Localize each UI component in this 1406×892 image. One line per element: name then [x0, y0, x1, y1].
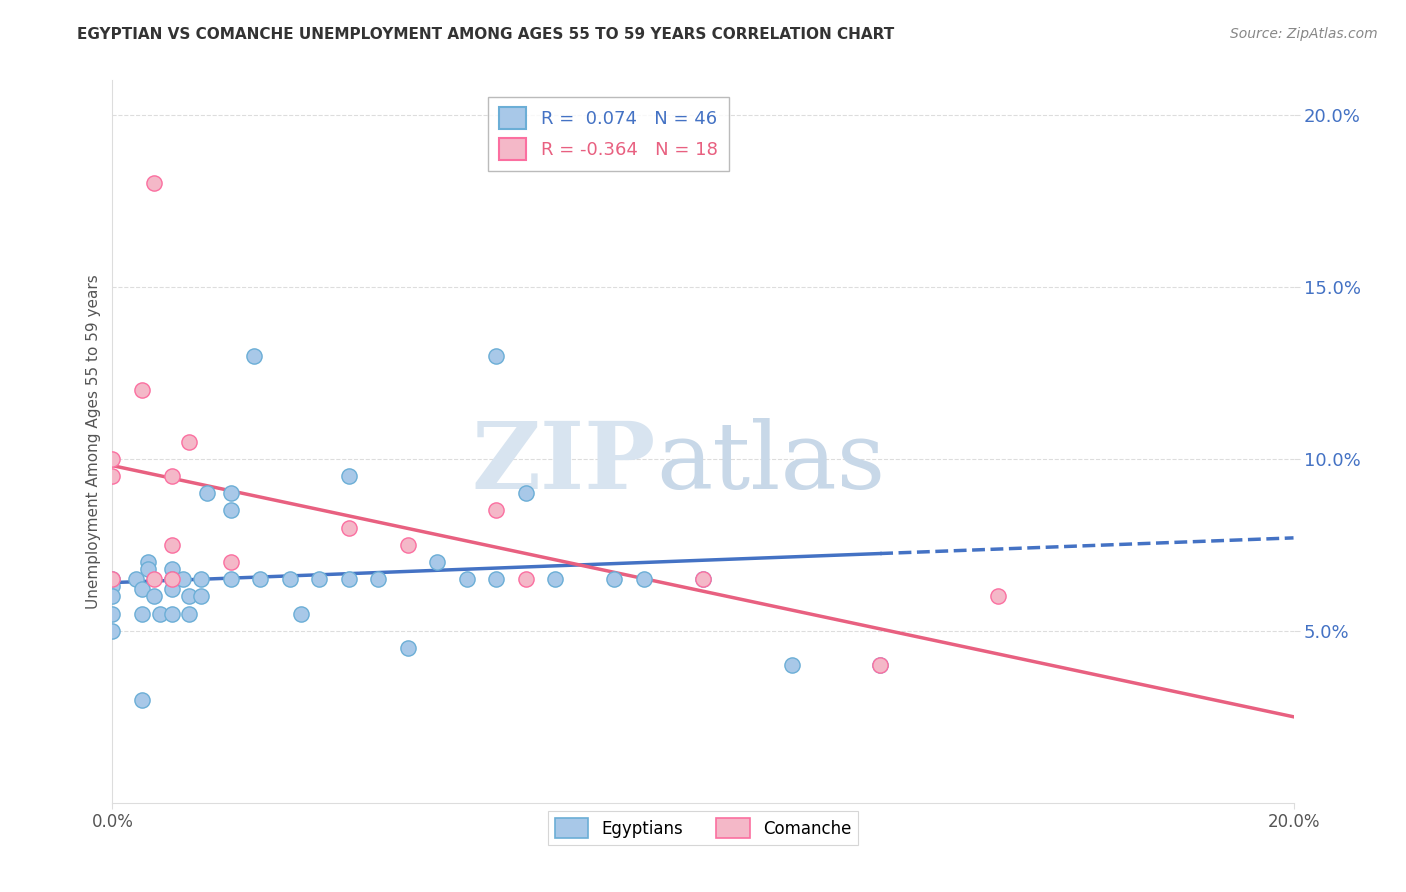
Point	[337, 469, 360, 483]
Point	[172, 572, 194, 586]
Point	[367, 572, 389, 586]
Point	[142, 572, 165, 586]
Point	[396, 640, 419, 655]
Point	[337, 520, 360, 534]
Point	[160, 538, 183, 552]
Point	[142, 177, 165, 191]
Point	[179, 590, 201, 604]
Point	[219, 503, 242, 517]
Point	[396, 538, 419, 552]
Point	[131, 607, 153, 621]
Point	[195, 486, 218, 500]
Point	[131, 582, 153, 597]
Text: EGYPTIAN VS COMANCHE UNEMPLOYMENT AMONG AGES 55 TO 59 YEARS CORRELATION CHART: EGYPTIAN VS COMANCHE UNEMPLOYMENT AMONG …	[77, 27, 894, 42]
Point	[160, 562, 183, 576]
Point	[101, 607, 124, 621]
Point	[160, 607, 183, 621]
Point	[278, 572, 301, 586]
Point	[160, 572, 183, 586]
Point	[179, 434, 201, 449]
Point	[485, 349, 508, 363]
Point	[136, 562, 159, 576]
Point	[603, 572, 626, 586]
Point	[869, 658, 891, 673]
Point	[243, 349, 266, 363]
Point	[101, 579, 124, 593]
Point	[987, 590, 1010, 604]
Point	[149, 607, 172, 621]
Point	[160, 572, 183, 586]
Point	[249, 572, 271, 586]
Point	[308, 572, 330, 586]
Point	[190, 590, 212, 604]
Point	[485, 503, 508, 517]
Point	[179, 607, 201, 621]
Point	[544, 572, 567, 586]
Point	[633, 572, 655, 586]
Point	[160, 469, 183, 483]
Point	[101, 624, 124, 638]
Point	[456, 572, 478, 586]
Point	[101, 451, 124, 466]
Point	[426, 555, 449, 569]
Legend: Egyptians, Comanche: Egyptians, Comanche	[548, 812, 858, 845]
Point	[190, 572, 212, 586]
Point	[101, 469, 124, 483]
Point	[131, 692, 153, 706]
Point	[219, 572, 242, 586]
Point	[515, 572, 537, 586]
Point	[125, 572, 148, 586]
Point	[101, 590, 124, 604]
Point	[692, 572, 714, 586]
Point	[869, 658, 891, 673]
Point	[101, 572, 124, 586]
Point	[485, 572, 508, 586]
Point	[219, 555, 242, 569]
Point	[136, 555, 159, 569]
Y-axis label: Unemployment Among Ages 55 to 59 years: Unemployment Among Ages 55 to 59 years	[86, 274, 101, 609]
Point	[780, 658, 803, 673]
Point	[219, 486, 242, 500]
Point	[692, 572, 714, 586]
Point	[515, 486, 537, 500]
Point	[101, 572, 124, 586]
Point	[160, 582, 183, 597]
Point	[337, 572, 360, 586]
Point	[142, 590, 165, 604]
Text: ZIP: ZIP	[471, 418, 655, 508]
Point	[290, 607, 312, 621]
Text: Source: ZipAtlas.com: Source: ZipAtlas.com	[1230, 27, 1378, 41]
Text: atlas: atlas	[655, 418, 884, 508]
Point	[131, 383, 153, 397]
